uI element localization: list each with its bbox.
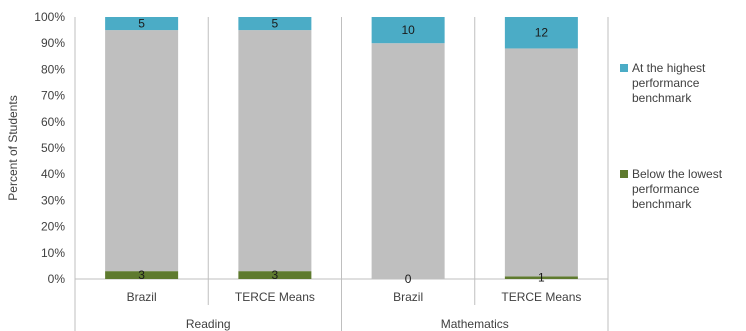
- x-category-label: Brazil: [127, 290, 157, 304]
- y-tick-labels: 0% 10% 20% 30% 40% 50% 60% 70% 80% 90% 100%: [34, 10, 65, 286]
- y-tick-label: 70%: [41, 89, 65, 103]
- data-label-below-lowest: 1: [538, 271, 545, 285]
- x-category-label: TERCE Means: [501, 290, 581, 304]
- y-tick-label: 60%: [41, 115, 65, 129]
- legend-label-line: benchmark: [632, 197, 692, 211]
- x-axis-labels: Brazil TERCE Means Brazil TERCE Means Readin…: [127, 290, 582, 331]
- legend-label-line: benchmark: [632, 91, 692, 105]
- y-tick-label: 100%: [34, 10, 65, 24]
- x-group-label: Reading: [186, 317, 231, 331]
- data-label-highest: 10: [401, 23, 415, 37]
- bar-segment-below-lowest: [105, 271, 179, 279]
- legend-label-line: performance: [632, 76, 700, 90]
- bar-segment-middle: [105, 30, 179, 272]
- legend: At the highestperformancebenchmarkBelow …: [620, 61, 723, 211]
- data-label-highest: 5: [272, 17, 279, 31]
- bar-segment-highest: [238, 17, 312, 31]
- bars: [105, 17, 578, 280]
- y-tick-label: 80%: [41, 62, 65, 76]
- data-label-highest: 12: [535, 26, 549, 40]
- legend-label-line: At the highest: [632, 61, 706, 75]
- bar-segment-highest: [105, 17, 179, 31]
- bar-segment-highest: [504, 17, 578, 49]
- legend-swatch: [620, 170, 628, 178]
- y-axis-title: Percent of Students: [6, 95, 20, 200]
- y-tick-label: 30%: [41, 193, 65, 207]
- legend-label-line: performance: [632, 182, 700, 196]
- data-label-highest: 5: [138, 17, 145, 31]
- y-tick-label: 40%: [41, 167, 65, 181]
- y-tick-label: 90%: [41, 36, 65, 50]
- bar-segment-highest: [371, 17, 445, 44]
- y-tick-label: 20%: [41, 220, 65, 234]
- x-group-label: Mathematics: [441, 317, 509, 331]
- bar-segment-middle: [371, 43, 445, 280]
- data-label-below-lowest: 3: [272, 268, 279, 282]
- y-axis-title-group: Percent of Students: [6, 95, 20, 200]
- bar-segment-below-lowest: [504, 276, 578, 279]
- x-category-label: TERCE Means: [235, 290, 315, 304]
- legend-label-line: Below the lowest: [632, 167, 723, 181]
- bar-segment-below-lowest: [238, 271, 312, 279]
- y-tick-label: 0%: [48, 272, 66, 286]
- data-labels: 3 5 3 5 0 10 1 12: [138, 17, 548, 286]
- data-label-below-lowest: 3: [138, 268, 145, 282]
- legend-swatch: [620, 64, 628, 72]
- y-tick-label: 10%: [41, 246, 65, 260]
- bar-segment-middle: [504, 48, 578, 277]
- bar-segment-middle: [238, 30, 312, 272]
- x-category-label: Brazil: [393, 290, 423, 304]
- y-tick-label: 50%: [41, 141, 65, 155]
- data-label-below-lowest: 0: [405, 272, 412, 286]
